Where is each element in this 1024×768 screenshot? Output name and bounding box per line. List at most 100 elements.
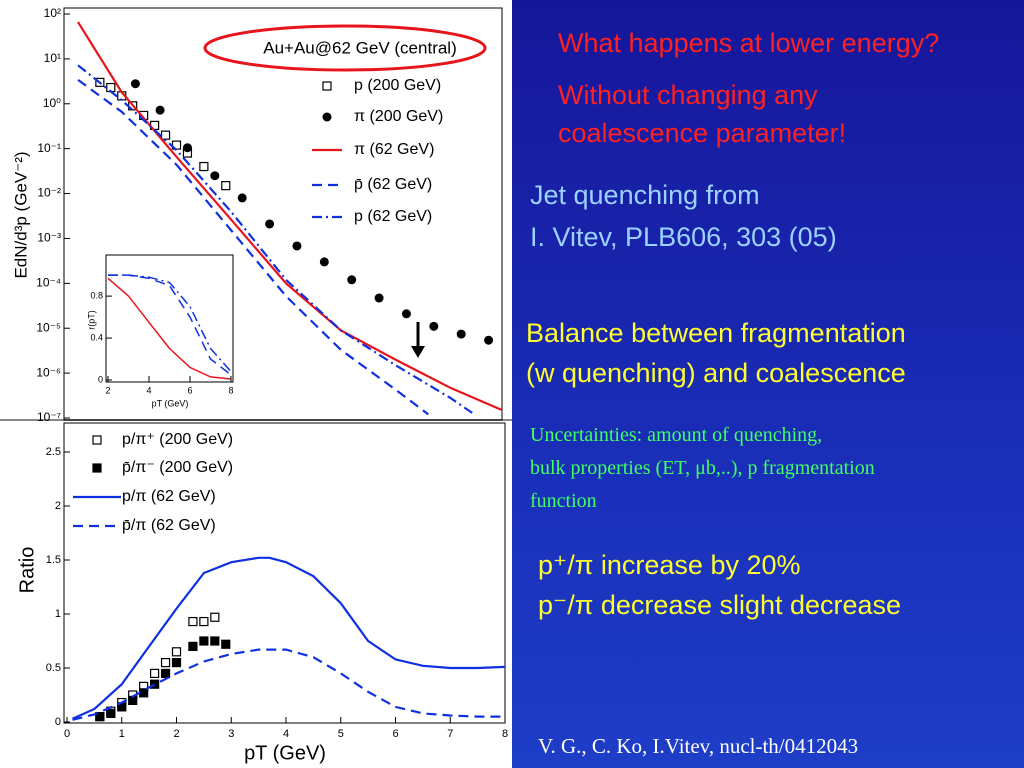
marker [347, 275, 357, 285]
y-tick-label: 10⁰ [43, 96, 61, 110]
marker [160, 130, 171, 140]
x-tick-label: 4 [283, 728, 289, 740]
legend-label: π (200 GeV) [354, 108, 443, 125]
y-tick-label: 10⁻⁶ [36, 365, 61, 379]
legend-label: p̄/π⁻ (200 GeV) [122, 459, 233, 476]
marker [155, 105, 165, 115]
plot-area [107, 274, 232, 380]
marker [130, 79, 140, 89]
marker [265, 219, 275, 229]
x-tick-label: 2 [173, 728, 179, 740]
legend-label: π (62 GeV) [354, 141, 434, 158]
marker [188, 641, 198, 652]
x-tick-label: 0 [64, 728, 70, 740]
x-tick-label: 6 [392, 728, 398, 740]
legend-marker [92, 463, 102, 473]
source-line: Jet quenching from [530, 180, 760, 210]
marker [210, 171, 220, 181]
note-line: Without changing any [558, 80, 818, 110]
marker [160, 668, 171, 679]
marker [182, 143, 192, 153]
plot-frame [63, 7, 503, 421]
x-tick-label: 2 [105, 385, 110, 395]
series-line [72, 556, 505, 720]
series-line [108, 274, 232, 373]
marker [199, 161, 209, 172]
balance-line: Balance between fragmentation [526, 318, 906, 348]
result-line: p⁺/π increase by 20% [538, 550, 801, 580]
marker [429, 321, 439, 331]
note-line: coalescence parameter! [558, 118, 847, 148]
marker [237, 193, 247, 203]
y-tick-label: 10⁻⁴ [36, 276, 61, 290]
marker [106, 708, 116, 718]
series-line [107, 277, 232, 380]
marker [210, 636, 220, 646]
legend-label: p (62 GeV) [354, 208, 432, 225]
marker [484, 335, 494, 345]
x-tick-label: 8 [502, 728, 508, 740]
uncertainty-line: bulk properties (ET, μb,..), p fragmenta… [530, 457, 875, 479]
marker [401, 309, 411, 319]
y-tick-label: 10⁻² [37, 186, 61, 200]
legend-label: p̄ (62 GeV) [354, 176, 432, 193]
reference: V. G., C. Ko, I.Vitev, nucl-th/0412043 [538, 734, 859, 758]
y-tick-label: 0.4 [90, 332, 103, 342]
x-tick-label: 4 [146, 385, 151, 395]
marker [199, 616, 209, 627]
series-line [77, 64, 473, 414]
marker [188, 616, 198, 627]
marker [150, 668, 160, 679]
question: What happens at lower energy? [558, 28, 940, 58]
series-line [77, 21, 502, 412]
plot-area [77, 21, 502, 416]
legend-label: p (200 GeV) [354, 77, 441, 94]
legend-marker [322, 112, 332, 122]
x-tick-label: 1 [119, 728, 125, 740]
arrow-head [411, 346, 425, 358]
marker [171, 657, 182, 668]
y-tick-label: 0 [55, 716, 61, 728]
y-tick-label: 10⁻³ [37, 231, 61, 245]
result-line: p⁻/π decrease slight decrease [538, 590, 902, 620]
inset-x-axis-label: pT (GeV) [152, 398, 189, 408]
marker [374, 293, 384, 303]
y-tick-label: 0 [98, 374, 103, 384]
x-tick-label: 6 [187, 385, 192, 395]
marker [221, 181, 231, 191]
legend-marker [322, 81, 332, 91]
legend-label: p̄/π (62 GeV) [122, 517, 216, 534]
y-axis-label: EdN/d³p (GeV⁻²) [11, 151, 30, 278]
annotation-ellipse [203, 24, 487, 72]
marker [292, 241, 302, 251]
marker [199, 636, 209, 646]
x-tick-label: 5 [338, 728, 344, 740]
legend-label: p/π (62 GeV) [122, 488, 216, 505]
legend-label: p/π⁺ (200 GeV) [122, 431, 233, 448]
plot-area [72, 556, 505, 722]
y-tick-label: 0.5 [46, 662, 61, 674]
y-tick-label: 10¹ [44, 51, 61, 65]
plot-frame [63, 422, 506, 724]
y-tick-label: 10² [44, 6, 61, 20]
y-tick-label: 2.5 [46, 446, 61, 458]
legend-marker [92, 435, 102, 445]
source-line: I. Vitev, PLB606, 303 (05) [530, 222, 837, 252]
x-tick-label: 3 [228, 728, 234, 740]
y-tick-label: 2 [55, 500, 61, 512]
marker [160, 657, 171, 668]
series-line [77, 79, 429, 416]
x-tick-label: 7 [447, 728, 453, 740]
y-tick-label: 1.5 [46, 554, 61, 566]
y-tick-label: 10⁻⁵ [36, 320, 61, 334]
marker [456, 329, 466, 339]
plots: Au+Au@62 GeV (central) EdN/d³p (GeV⁻²) R… [0, 6, 512, 765]
y-axis-label: Ratio [16, 547, 38, 594]
y-tick-label: 0.8 [90, 290, 103, 300]
inset-y-axis-label: r(pT) [86, 310, 96, 330]
x-tick-label: 8 [228, 385, 233, 395]
x-axis-label: pT (GeV) [244, 742, 326, 764]
plot-frame [105, 254, 234, 383]
y-tick-label: 1 [55, 608, 61, 620]
